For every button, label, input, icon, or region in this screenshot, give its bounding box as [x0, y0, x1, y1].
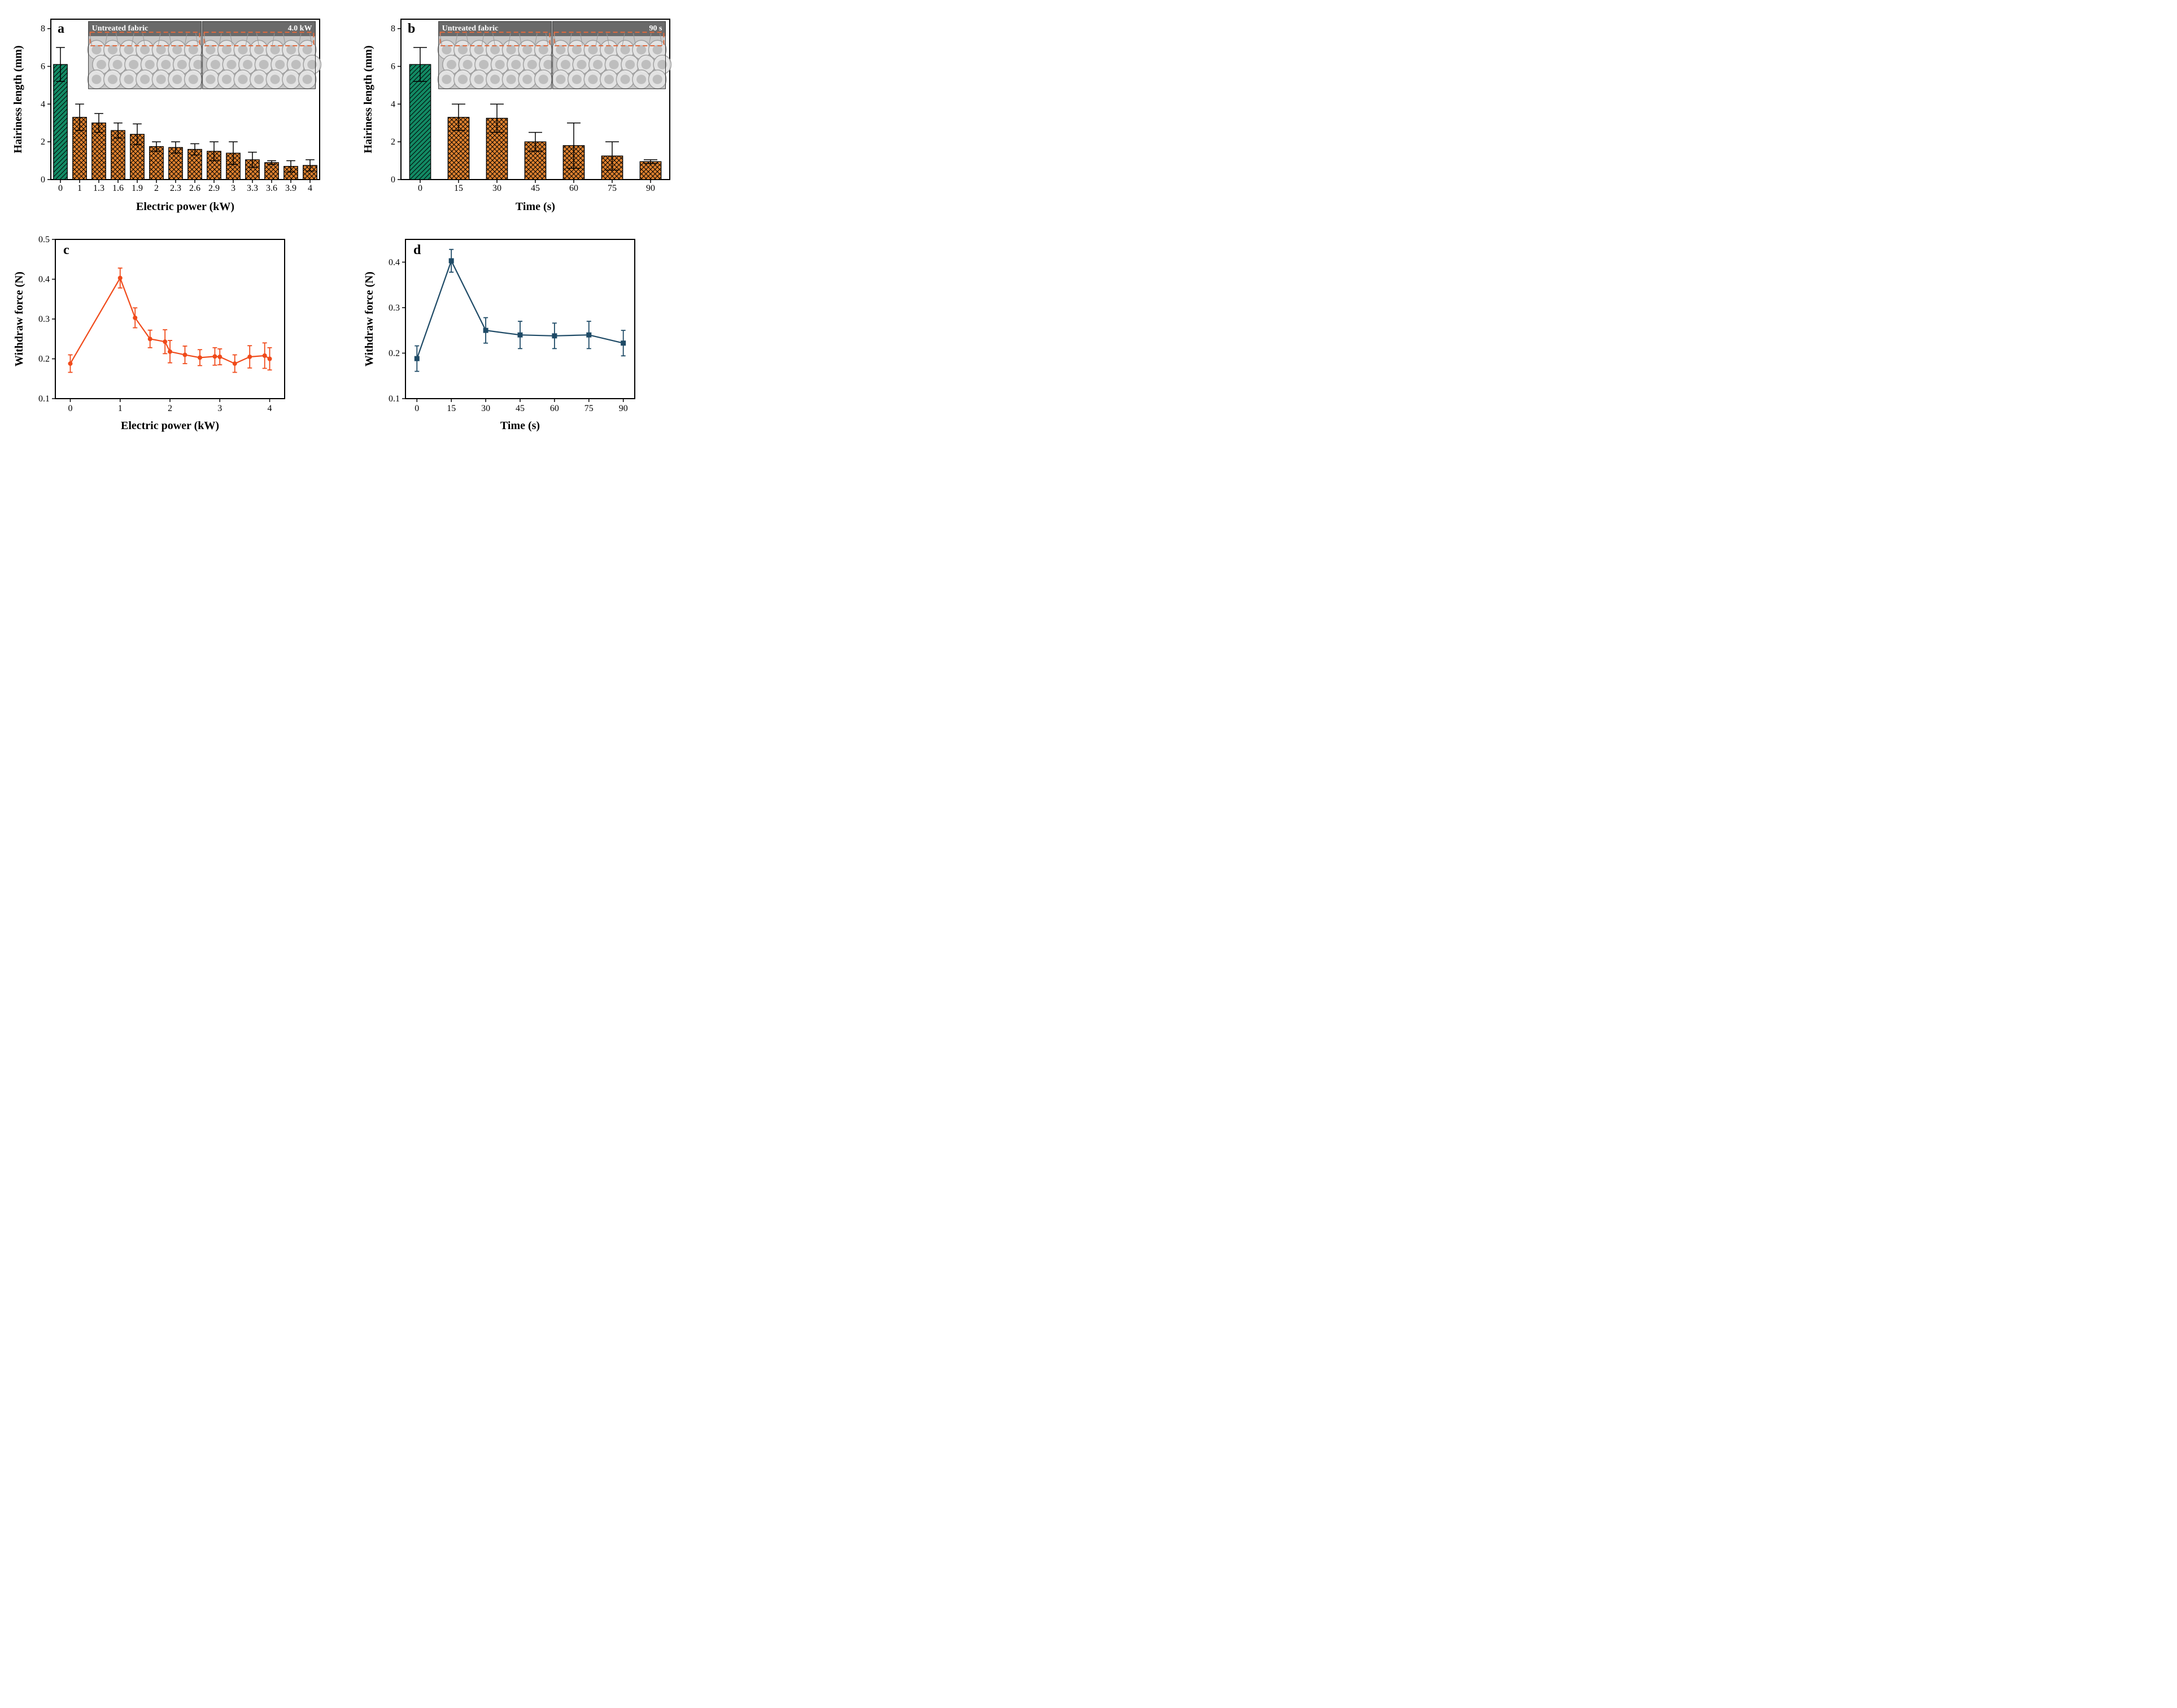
svg-text:45: 45: [516, 404, 525, 413]
svg-text:Untreated fabric: Untreated fabric: [92, 24, 149, 33]
svg-text:30: 30: [492, 184, 501, 193]
svg-text:0.1: 0.1: [38, 394, 50, 404]
svg-text:0: 0: [41, 175, 45, 185]
panel-b: 0 2 4 6 8 0 15 30 45 60 75 90 Time (s) Hairiness leng…: [361, 11, 689, 215]
svg-text:0.1: 0.1: [389, 394, 400, 404]
svg-text:1: 1: [77, 184, 82, 193]
svg-text:Withdraw force (N): Withdraw force (N): [363, 272, 376, 366]
svg-text:0.2: 0.2: [38, 355, 50, 364]
svg-text:60: 60: [569, 184, 578, 193]
svg-text:Hairiness length (mm): Hairiness length (mm): [362, 45, 374, 153]
figure-grid: 0 2 4 6 8 0 1 1.3 1.6 1.9 2 2.3 2.6 2.9 3 3.3 3.6 3.9 4 Ele…: [11, 11, 689, 435]
svg-text:90: 90: [646, 184, 655, 193]
svg-text:Withdraw force (N): Withdraw force (N): [13, 272, 25, 366]
svg-text:Electric power (kW): Electric power (kW): [121, 420, 219, 432]
svg-text:d: d: [413, 243, 421, 257]
svg-text:0.2: 0.2: [389, 348, 400, 358]
svg-text:90 s: 90 s: [649, 24, 663, 33]
svg-text:0: 0: [68, 404, 72, 413]
svg-text:1.6: 1.6: [112, 184, 124, 193]
svg-text:3.6: 3.6: [266, 184, 277, 193]
panel-c: 0 1 2 3 4 0.1 0.2 0.3 0.4 0.5 Electric power (kW) W…: [11, 231, 339, 435]
svg-text:0.4: 0.4: [389, 257, 400, 267]
svg-text:0: 0: [391, 175, 395, 185]
svg-text:4: 4: [41, 99, 45, 109]
svg-text:c: c: [63, 243, 69, 257]
svg-text:1.9: 1.9: [132, 184, 143, 193]
svg-text:4: 4: [391, 99, 395, 109]
svg-text:0.3: 0.3: [38, 314, 50, 324]
svg-text:b: b: [408, 21, 415, 36]
svg-text:75: 75: [584, 404, 594, 413]
svg-text:0.5: 0.5: [38, 235, 50, 244]
panel-d: 0 15 30 45 60 75 90 0.1 0.2 0.3 0.4 Time (s) Withdra…: [361, 231, 689, 435]
svg-text:4: 4: [308, 184, 312, 193]
svg-text:2.9: 2.9: [208, 184, 220, 193]
svg-text:30: 30: [481, 404, 490, 413]
svg-text:15: 15: [447, 404, 456, 413]
svg-text:1.3: 1.3: [93, 184, 104, 193]
panel-a: 0 2 4 6 8 0 1 1.3 1.6 1.9 2 2.3 2.6 2.9 3 3.3 3.6 3.9 4 Ele…: [11, 11, 339, 215]
svg-text:a: a: [58, 21, 64, 36]
svg-text:8: 8: [41, 24, 45, 34]
svg-text:3: 3: [231, 184, 235, 193]
svg-text:3.3: 3.3: [247, 184, 258, 193]
svg-text:Electric power (kW): Electric power (kW): [136, 200, 234, 213]
svg-text:1: 1: [118, 404, 123, 413]
svg-text:90: 90: [619, 404, 628, 413]
svg-text:2: 2: [41, 137, 45, 147]
svg-text:8: 8: [391, 24, 395, 34]
svg-text:Untreated fabric: Untreated fabric: [442, 24, 499, 33]
svg-text:0: 0: [58, 184, 63, 193]
svg-text:Time (s): Time (s): [516, 200, 555, 213]
svg-text:45: 45: [531, 184, 540, 193]
svg-text:4.0 kW: 4.0 kW: [288, 24, 312, 33]
svg-text:75: 75: [608, 184, 617, 193]
svg-text:3.9: 3.9: [285, 184, 296, 193]
svg-text:2.3: 2.3: [170, 184, 181, 193]
svg-text:4: 4: [268, 404, 272, 413]
svg-text:0: 0: [415, 404, 419, 413]
svg-text:3: 3: [217, 404, 222, 413]
svg-text:60: 60: [550, 404, 559, 413]
svg-text:0.3: 0.3: [389, 303, 400, 313]
svg-text:Hairiness length (mm): Hairiness length (mm): [12, 45, 24, 153]
svg-text:6: 6: [41, 62, 45, 72]
svg-text:Time (s): Time (s): [500, 420, 540, 432]
svg-text:2.6: 2.6: [189, 184, 200, 193]
svg-text:0: 0: [418, 184, 422, 193]
svg-text:2: 2: [154, 184, 159, 193]
svg-text:0.4: 0.4: [38, 275, 50, 285]
svg-text:2: 2: [168, 404, 172, 413]
svg-text:2: 2: [391, 137, 395, 147]
svg-text:15: 15: [454, 184, 463, 193]
svg-text:6: 6: [391, 62, 395, 72]
